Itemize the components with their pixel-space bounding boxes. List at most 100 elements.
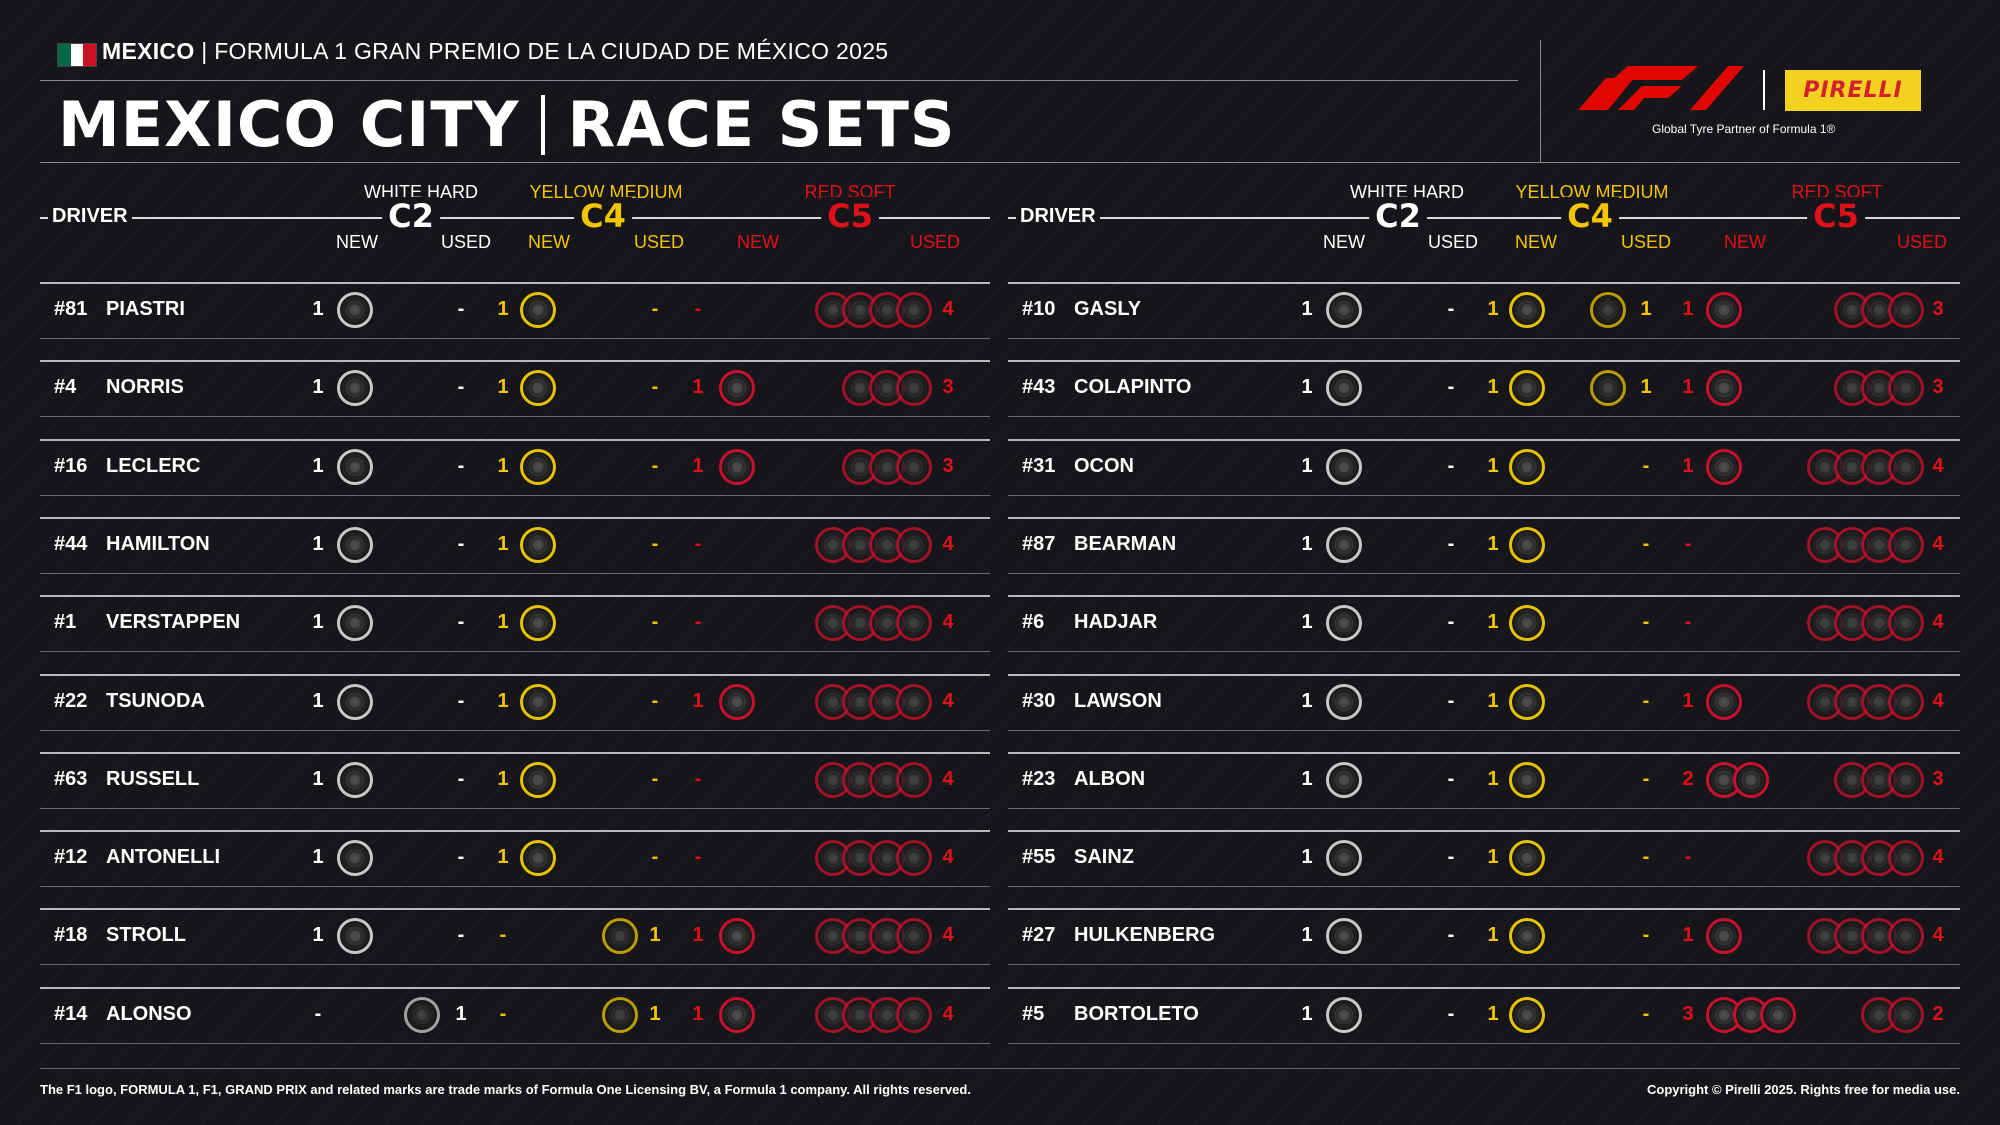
driver-number: #27 xyxy=(1022,924,1056,947)
red-tyre-icon xyxy=(1888,996,1924,1033)
count-soft-new: 1 xyxy=(692,454,704,477)
row-divider xyxy=(1008,729,1960,731)
row-divider xyxy=(1008,516,1960,519)
red-tyre-icon xyxy=(1888,605,1924,642)
driver-number: #22 xyxy=(54,689,88,712)
count-hard-used: 1 xyxy=(455,1002,467,1025)
medium-new-tyres xyxy=(1509,840,1545,877)
medium-new-tyres xyxy=(520,605,556,642)
yellow-tyre-icon xyxy=(1509,840,1545,877)
count-soft-used: 3 xyxy=(1932,767,1944,790)
red-tyre-icon xyxy=(1888,448,1924,485)
row-divider xyxy=(40,282,990,284)
count-soft-used: 4 xyxy=(1932,846,1944,869)
yellow-tyre-icon xyxy=(1590,370,1626,407)
red-tyre-icon xyxy=(1888,918,1924,955)
medium-new-tyres xyxy=(520,370,556,407)
count-med-new: 1 xyxy=(497,298,509,320)
red-tyre-icon xyxy=(896,370,932,407)
row-divider xyxy=(1008,886,1960,888)
count-soft-used: 3 xyxy=(1932,298,1944,320)
red-tyre-icon xyxy=(1888,761,1924,798)
row-divider xyxy=(1008,651,1960,653)
page-title: MEXICO CITY RACE SETS xyxy=(58,88,956,161)
driver-number: #16 xyxy=(54,454,88,477)
driver-number: #1 xyxy=(54,611,77,634)
left-medium-new-header: NEW xyxy=(528,232,570,252)
row-divider xyxy=(1008,338,1960,339)
white-tyre-icon xyxy=(1326,370,1362,407)
red-tyre-icon xyxy=(719,683,755,720)
left-hard-new-header: NEW xyxy=(336,232,378,252)
soft-used-tyres xyxy=(842,448,932,485)
right-soft-used-header: USED xyxy=(1896,232,1948,252)
count-soft-used: 4 xyxy=(1932,532,1944,555)
yellow-tyre-icon xyxy=(520,840,556,877)
count-soft-new: - xyxy=(694,298,702,320)
row-divider xyxy=(40,338,990,339)
left-medium-name: YELLOW MEDIUM xyxy=(529,182,683,202)
logo-separator xyxy=(1763,70,1765,110)
white-tyre-icon xyxy=(337,526,373,563)
header-event: FORMULA 1 GRAN PREMIO DE LA CIUDAD DE MÉ… xyxy=(214,38,889,64)
count-soft-used: 2 xyxy=(1932,1002,1944,1025)
count-soft-used: 4 xyxy=(942,298,954,320)
yellow-tyre-icon xyxy=(602,918,638,955)
count-hard-new: 1 xyxy=(312,532,324,555)
soft-new-tyres xyxy=(1706,683,1742,720)
medium-new-tyres xyxy=(520,840,556,877)
white-tyre-icon xyxy=(1326,918,1362,955)
count-med-new: 1 xyxy=(1487,767,1499,790)
driver-name: HAMILTON xyxy=(106,532,210,555)
left-header-line xyxy=(40,217,990,219)
count-hard-used: - xyxy=(1447,1002,1455,1025)
count-soft-new: 2 xyxy=(1682,767,1694,790)
count-hard-new: 1 xyxy=(1301,454,1313,477)
right-hard-code: C2 xyxy=(1369,197,1427,235)
yellow-tyre-icon xyxy=(520,370,556,407)
count-hard-used: - xyxy=(457,454,465,477)
count-soft-new: 1 xyxy=(1682,298,1694,320)
row-divider xyxy=(40,595,990,598)
count-soft-new: - xyxy=(1684,611,1692,634)
count-soft-new: - xyxy=(1684,846,1692,869)
logo-divider xyxy=(1540,40,1541,162)
count-soft-new: - xyxy=(694,767,702,790)
red-tyre-icon xyxy=(896,683,932,720)
white-tyre-icon xyxy=(1326,761,1362,798)
left-hard-code: C2 xyxy=(382,197,440,235)
driver-name: ANTONELLI xyxy=(106,846,221,869)
soft-new-tyres xyxy=(719,996,755,1033)
count-soft-new: 1 xyxy=(1682,689,1694,712)
driver-name: PIASTRI xyxy=(106,298,185,320)
f1-logo-icon xyxy=(1578,66,1744,110)
red-tyre-icon xyxy=(896,605,932,642)
count-med-new: 1 xyxy=(1487,376,1499,399)
yellow-tyre-icon xyxy=(1509,292,1545,328)
driver-number: #43 xyxy=(1022,376,1056,399)
count-med-new: 1 xyxy=(497,532,509,555)
white-tyre-icon xyxy=(337,292,373,328)
soft-used-tyres xyxy=(815,761,932,798)
driver-number: #31 xyxy=(1022,454,1056,477)
driver-number: #12 xyxy=(54,846,88,869)
driver-name: SAINZ xyxy=(1074,846,1134,869)
header-country: MEXICO xyxy=(102,38,195,64)
count-hard-used: - xyxy=(1447,611,1455,634)
hard-new-tyres xyxy=(337,840,373,877)
count-med-new: 1 xyxy=(1487,1002,1499,1025)
white-tyre-icon xyxy=(1326,448,1362,485)
count-soft-used: 4 xyxy=(942,689,954,712)
row-divider xyxy=(40,908,990,911)
row-divider xyxy=(40,516,990,519)
red-tyre-icon xyxy=(1706,292,1742,328)
red-tyre-icon xyxy=(896,448,932,485)
soft-new-tyres xyxy=(1706,918,1742,955)
soft-new-tyres xyxy=(1706,448,1742,485)
soft-used-tyres xyxy=(815,683,932,720)
red-tyre-icon xyxy=(896,996,932,1033)
row-divider xyxy=(1008,986,1960,989)
row-divider xyxy=(40,673,990,676)
white-tyre-icon xyxy=(1326,683,1362,720)
driver-name: STROLL xyxy=(106,924,186,947)
